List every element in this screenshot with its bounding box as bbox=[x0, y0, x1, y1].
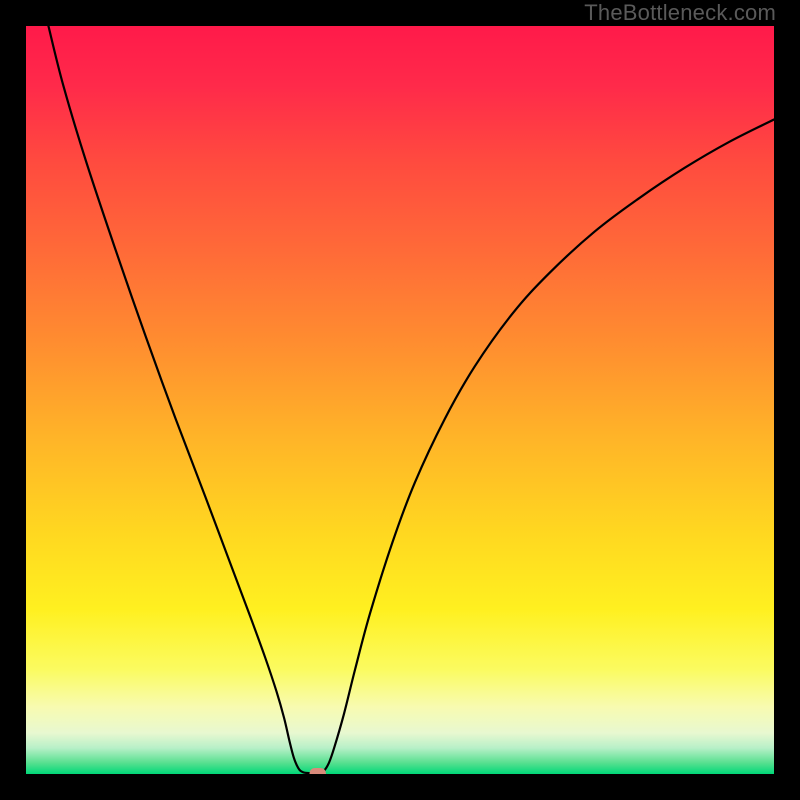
chart-background-gradient bbox=[26, 26, 774, 774]
bottleneck-chart bbox=[0, 0, 800, 800]
chart-container: TheBottleneck.com bbox=[0, 0, 800, 800]
watermark-text: TheBottleneck.com bbox=[584, 0, 776, 26]
